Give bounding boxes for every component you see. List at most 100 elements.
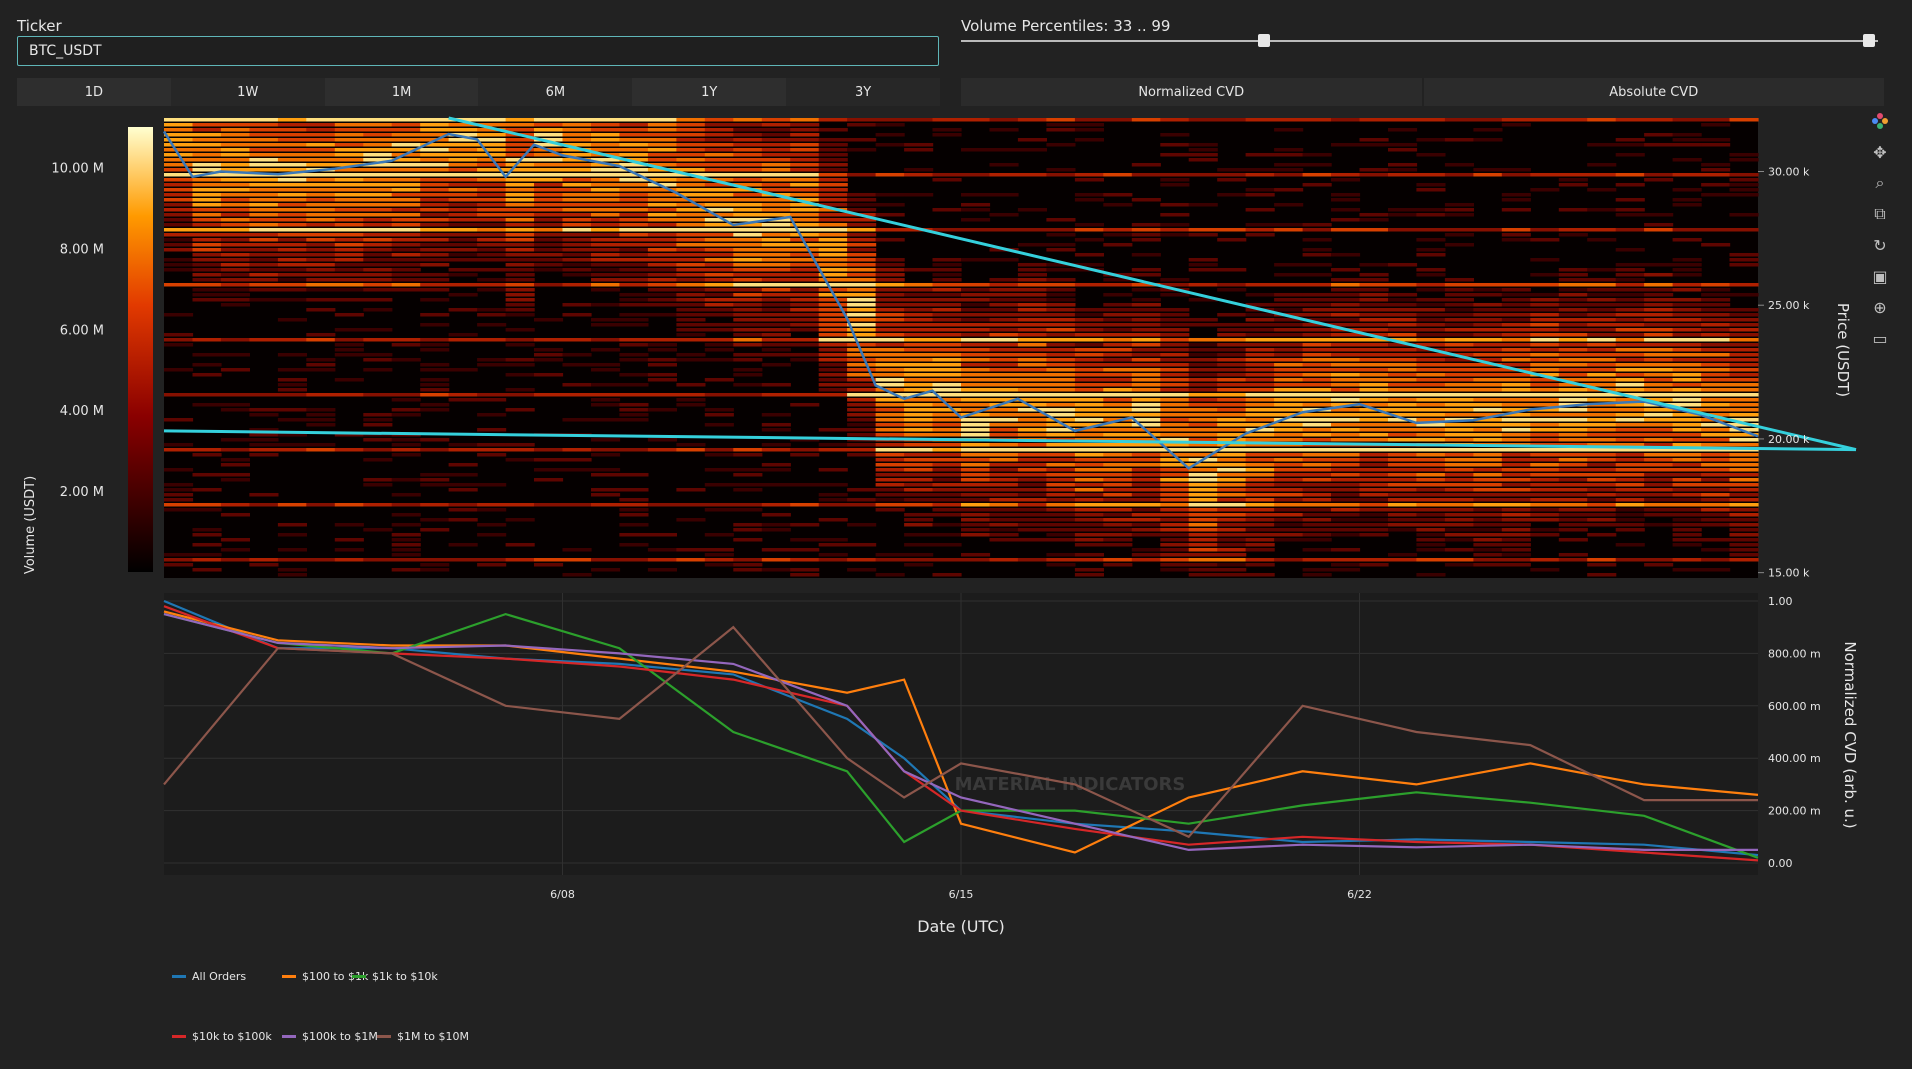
heatmap-cell [1729,318,1759,322]
heatmap-cell [1615,458,1645,462]
heatmap-cell [591,448,621,452]
heatmap-cell [1160,508,1190,512]
heatmap-cell [932,423,962,427]
heatmap-cell [1331,448,1361,452]
heatmap-cell [961,558,991,562]
heatmap-cell [363,138,393,142]
heatmap-cell [1274,273,1304,277]
slider-thumb-min[interactable] [1257,34,1270,47]
range-button-1y[interactable]: 1Y [632,78,787,106]
heatmap-cell [647,258,677,262]
heatmap-cell [761,238,791,242]
heatmap-cell [277,238,307,242]
range-button-1w[interactable]: 1W [170,78,325,106]
volume-percentiles-slider[interactable] [961,34,1878,47]
heatmap-cell [164,558,194,562]
box-select-icon[interactable]: ⧉ [1874,204,1886,223]
legend-item[interactable]: $100 to $1k [282,970,368,983]
heatmap-cell [1074,533,1104,537]
legend-item[interactable]: $10k to $100k [172,1030,272,1043]
absolute-cvd-button[interactable]: Absolute CVD [1423,78,1884,106]
heatmap-cell [1046,228,1076,232]
zoom-icon[interactable]: ⌕ [1875,173,1885,192]
heatmap-cell [875,383,905,387]
heatmap-cell [1017,353,1047,357]
heatmap-cell [1160,283,1190,287]
pan-icon[interactable]: ✥ [1873,142,1887,162]
normalized-cvd-button[interactable]: Normalized CVD [961,78,1422,106]
heatmap-cell [1501,458,1531,462]
heatmap-cell [534,218,564,222]
range-button-6m[interactable]: 6M [478,78,633,106]
save-icon[interactable]: ▣ [1872,266,1888,286]
heatmap-cell [761,288,791,292]
heatmap-cell [1444,118,1474,122]
legend-item[interactable]: $100k to $1M [282,1030,378,1043]
heatmap-cell [619,218,649,222]
range-button-3y[interactable]: 3Y [786,78,940,106]
reset-icon[interactable]: ↻ [1873,235,1887,255]
heatmap-cell [1416,398,1446,402]
cvd-x-tick-label: 6/22 [1347,888,1372,901]
heatmap-cell [1046,498,1076,502]
crosshair-icon[interactable]: ⊕ [1873,297,1887,317]
heatmap-cell [647,548,677,552]
heatmap-cell [1160,343,1190,347]
heatmap-cell [1672,418,1702,422]
range-button-1m[interactable]: 1M [324,78,479,106]
slider-thumb-max[interactable] [1862,34,1875,47]
heatmap-cell [676,258,706,262]
heatmap-cell [1359,458,1389,462]
heatmap-cell [1188,353,1218,357]
heatmap-cell [1217,388,1247,392]
heatmap-cell [1530,363,1560,367]
heatmap-cell [1302,468,1332,472]
legend-item[interactable]: $1k to $10k [352,970,438,983]
range-button-1d[interactable]: 1D [17,78,171,106]
heatmap-cell [989,448,1019,452]
heatmap-cell [391,343,421,347]
comment-icon[interactable]: ▭ [1872,328,1888,348]
heatmap-cell [1672,558,1702,562]
heatmap-cell [1530,118,1560,122]
heatmap-cell [1701,368,1731,372]
heatmap-cell [904,343,934,347]
heatmap-cell [306,333,336,337]
heatmap-cell [1103,528,1133,532]
heatmap-cell [1160,478,1190,482]
heatmap-cell [1103,538,1133,542]
heatmap-cell [1530,378,1560,382]
heatmap-cell [1160,118,1190,122]
heatmap-cell [1074,543,1104,547]
heatmap-cell [1188,388,1218,392]
cvd-y-tick-label: 600.00 m [1768,700,1821,713]
heatmap-cell [1729,358,1759,362]
heatmap-cell [1473,413,1503,417]
heatmap-cell [790,218,820,222]
heatmap-cell [1245,528,1275,532]
heatmap-cell [818,193,848,197]
heatmap-cell [477,248,507,252]
heatmap-cell [1558,328,1588,332]
plotly-logo-icon[interactable] [1869,110,1891,132]
heatmap-cell [1416,323,1446,327]
heatmap-cell [1672,318,1702,322]
heatmap-cell [420,258,450,262]
legend-item[interactable]: $1M to $10M [377,1030,469,1043]
heatmap-cell [847,193,877,197]
heatmap-cell [1217,493,1247,497]
heatmap-cell [1359,323,1389,327]
heatmap-cell [790,573,820,577]
heatmap-cell [1160,173,1190,177]
heatmap-cell [420,223,450,227]
heatmap-cell [704,233,734,237]
ticker-input[interactable] [17,36,939,66]
heatmap-cell [1245,443,1275,447]
heatmap-cell [1274,518,1304,522]
heatmap-cell [676,448,706,452]
legend-item[interactable]: All Orders [172,970,246,983]
heatmap-chart[interactable]: 10.00 M8.00 M6.00 M4.00 M2.00 M Volume (… [0,115,1860,595]
heatmap-cell [733,373,763,377]
heatmap-cell [761,308,791,312]
